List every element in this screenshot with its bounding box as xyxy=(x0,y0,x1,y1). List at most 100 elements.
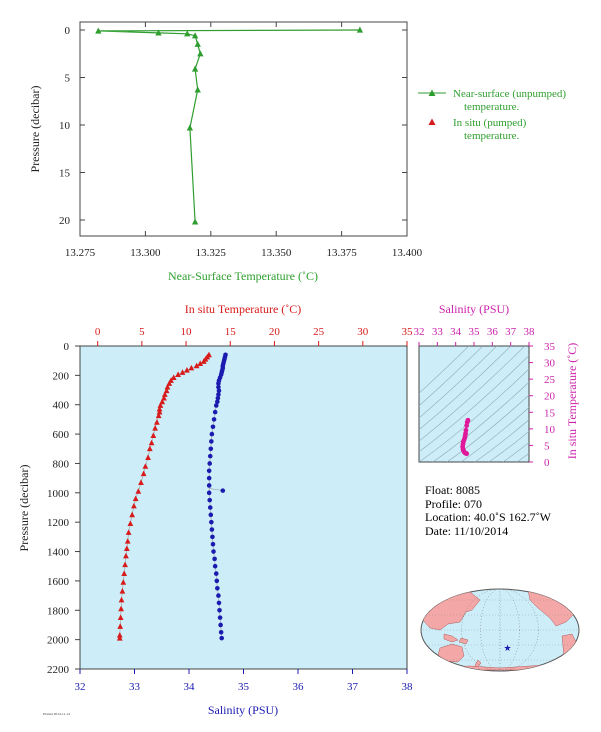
temperature-tick-label: 25 xyxy=(313,326,325,338)
temperature-point xyxy=(117,614,124,621)
ts-y-label: In situ Temperature (˚C) xyxy=(565,343,579,460)
pressure-tick-label: 0 xyxy=(64,341,70,353)
ts-point xyxy=(464,451,470,457)
temperature-point xyxy=(152,425,159,431)
temperature-point xyxy=(129,511,136,518)
near-surface-x-tick-label: 13.325 xyxy=(196,247,227,259)
temperature-point xyxy=(127,520,134,527)
temperature-point xyxy=(193,362,200,369)
ts-x-label: Salinity (PSU) xyxy=(439,302,509,316)
temperature-point xyxy=(121,570,128,576)
near-surface-x-tick-label: 13.350 xyxy=(261,247,292,259)
ts-x-tick-label: 34 xyxy=(450,326,462,338)
legend-marker-unpumped xyxy=(428,89,436,96)
ts-x-ticks: 32 33 34 35 36 37 38 xyxy=(414,326,535,346)
temperature-tick-label: 20 xyxy=(269,326,281,338)
near-surface-chart: 13.275 13.300 13.325 13.350 13.375 13.400 051… xyxy=(28,21,423,283)
pressure-tick-label: 1000 xyxy=(47,488,70,500)
near-surface-data-point xyxy=(186,124,194,131)
map-meridian xyxy=(461,589,539,671)
temperature-point xyxy=(117,623,124,629)
salinity-point xyxy=(216,384,221,390)
salinity-point xyxy=(216,381,221,386)
salinity-outlier-connector xyxy=(209,488,223,491)
salinity-point xyxy=(209,431,215,437)
temperature-point xyxy=(154,419,160,425)
salinity-point xyxy=(212,409,218,415)
pressure-tick-label: 600 xyxy=(53,429,70,441)
ts-y-tick-label: 15 xyxy=(544,407,556,419)
temperature-point xyxy=(184,367,190,373)
ts-diagram: 32 33 34 35 36 37 38 0 5 10 15 20 25 30 35 Salinity (… xyxy=(414,302,580,469)
temperature-tick-label: 15 xyxy=(225,326,237,338)
salinity-point xyxy=(215,395,221,401)
profile-chart: 0 5 10 15 20 25 30 35 32 33 34 35 36 37 38 0 200 400 600… xyxy=(17,302,413,717)
salinity-axis-label: Salinity (PSU) xyxy=(208,703,278,717)
temperature-point xyxy=(116,634,123,641)
near-surface-x-tick-label: 13.400 xyxy=(392,247,423,259)
temperature-point xyxy=(132,495,139,502)
salinity-tick-label: 38 xyxy=(402,681,414,693)
ts-density-contour xyxy=(419,368,529,462)
legend-item-unpumped: Near-surface (unpumped) temperature. xyxy=(418,88,566,113)
salinity-point xyxy=(207,505,213,510)
temperature-point xyxy=(145,454,151,460)
location: Location: 40.0˚S 162.7˚W xyxy=(425,510,552,524)
profile-number: Profile: 070 xyxy=(425,497,482,511)
ts-x-tick-label: 33 xyxy=(432,326,444,338)
near-surface-data-point xyxy=(191,65,199,72)
temperature-point xyxy=(123,545,130,552)
temperature-point xyxy=(166,380,173,386)
temperature-point xyxy=(164,383,171,390)
near-surface-data-point xyxy=(194,40,201,47)
temperature-point xyxy=(197,360,204,367)
salinity-point xyxy=(215,585,220,591)
temperature-point xyxy=(188,364,195,371)
salinity-point xyxy=(219,635,224,641)
salinity-point xyxy=(207,497,213,503)
ts-point xyxy=(464,423,470,428)
legend-item-pumped: In situ (pumped) temperature. xyxy=(428,117,527,142)
temperature-point xyxy=(119,587,126,594)
map-meridian xyxy=(499,589,501,671)
temperature-point xyxy=(120,579,127,585)
salinity-point xyxy=(209,439,214,444)
temperature-point xyxy=(122,561,128,568)
near-surface-data-point xyxy=(356,26,364,33)
salinity-point xyxy=(207,461,213,466)
salinity-point xyxy=(210,424,216,430)
near-surface-data-point xyxy=(194,86,201,93)
salinity-point xyxy=(208,446,214,452)
salinity-point xyxy=(211,417,217,422)
near-surface-y-tick-label: 5 xyxy=(65,73,71,85)
ts-y-tick-label: 0 xyxy=(544,457,550,469)
ts-density-contour xyxy=(419,346,526,442)
float-location-marker: ★ xyxy=(504,643,512,653)
temperature-point xyxy=(179,369,186,375)
ts-y-tick-label: 10 xyxy=(544,424,556,436)
temperature-axis-label: In situ Temperature (˚C) xyxy=(185,302,302,316)
pressure-tick-label: 1400 xyxy=(47,547,70,559)
ts-y-tick-label: 5 xyxy=(544,440,550,452)
temperature-point xyxy=(170,374,177,380)
near-surface-x-tick-label: 13.375 xyxy=(326,247,357,259)
ts-density-contour xyxy=(502,442,529,462)
salinity-point xyxy=(217,615,223,620)
pressure-axis-ticks: 0 200 400 600 800 1000 1200 1400 1600 1800 2000 220… xyxy=(47,341,80,676)
salinity-point xyxy=(208,512,214,518)
temperature-point xyxy=(157,402,164,408)
salinity-point xyxy=(207,453,213,459)
ts-density-contour xyxy=(432,381,529,462)
location-map: ★ xyxy=(420,588,580,672)
salinity-tick-label: 37 xyxy=(347,681,359,693)
legend-marker-pumped xyxy=(428,118,436,125)
temperature-point xyxy=(135,488,142,494)
temperature-point xyxy=(175,371,181,378)
ts-y-ticks: 0 5 10 15 20 25 30 35 xyxy=(529,341,556,469)
profile-y-label: Pressure (decibar) xyxy=(17,465,31,552)
temperature-point xyxy=(118,605,124,612)
temperature-point xyxy=(155,412,162,419)
salinity-tick-label: 32 xyxy=(75,681,86,693)
near-surface-x-tick-label: 13.300 xyxy=(130,247,161,259)
